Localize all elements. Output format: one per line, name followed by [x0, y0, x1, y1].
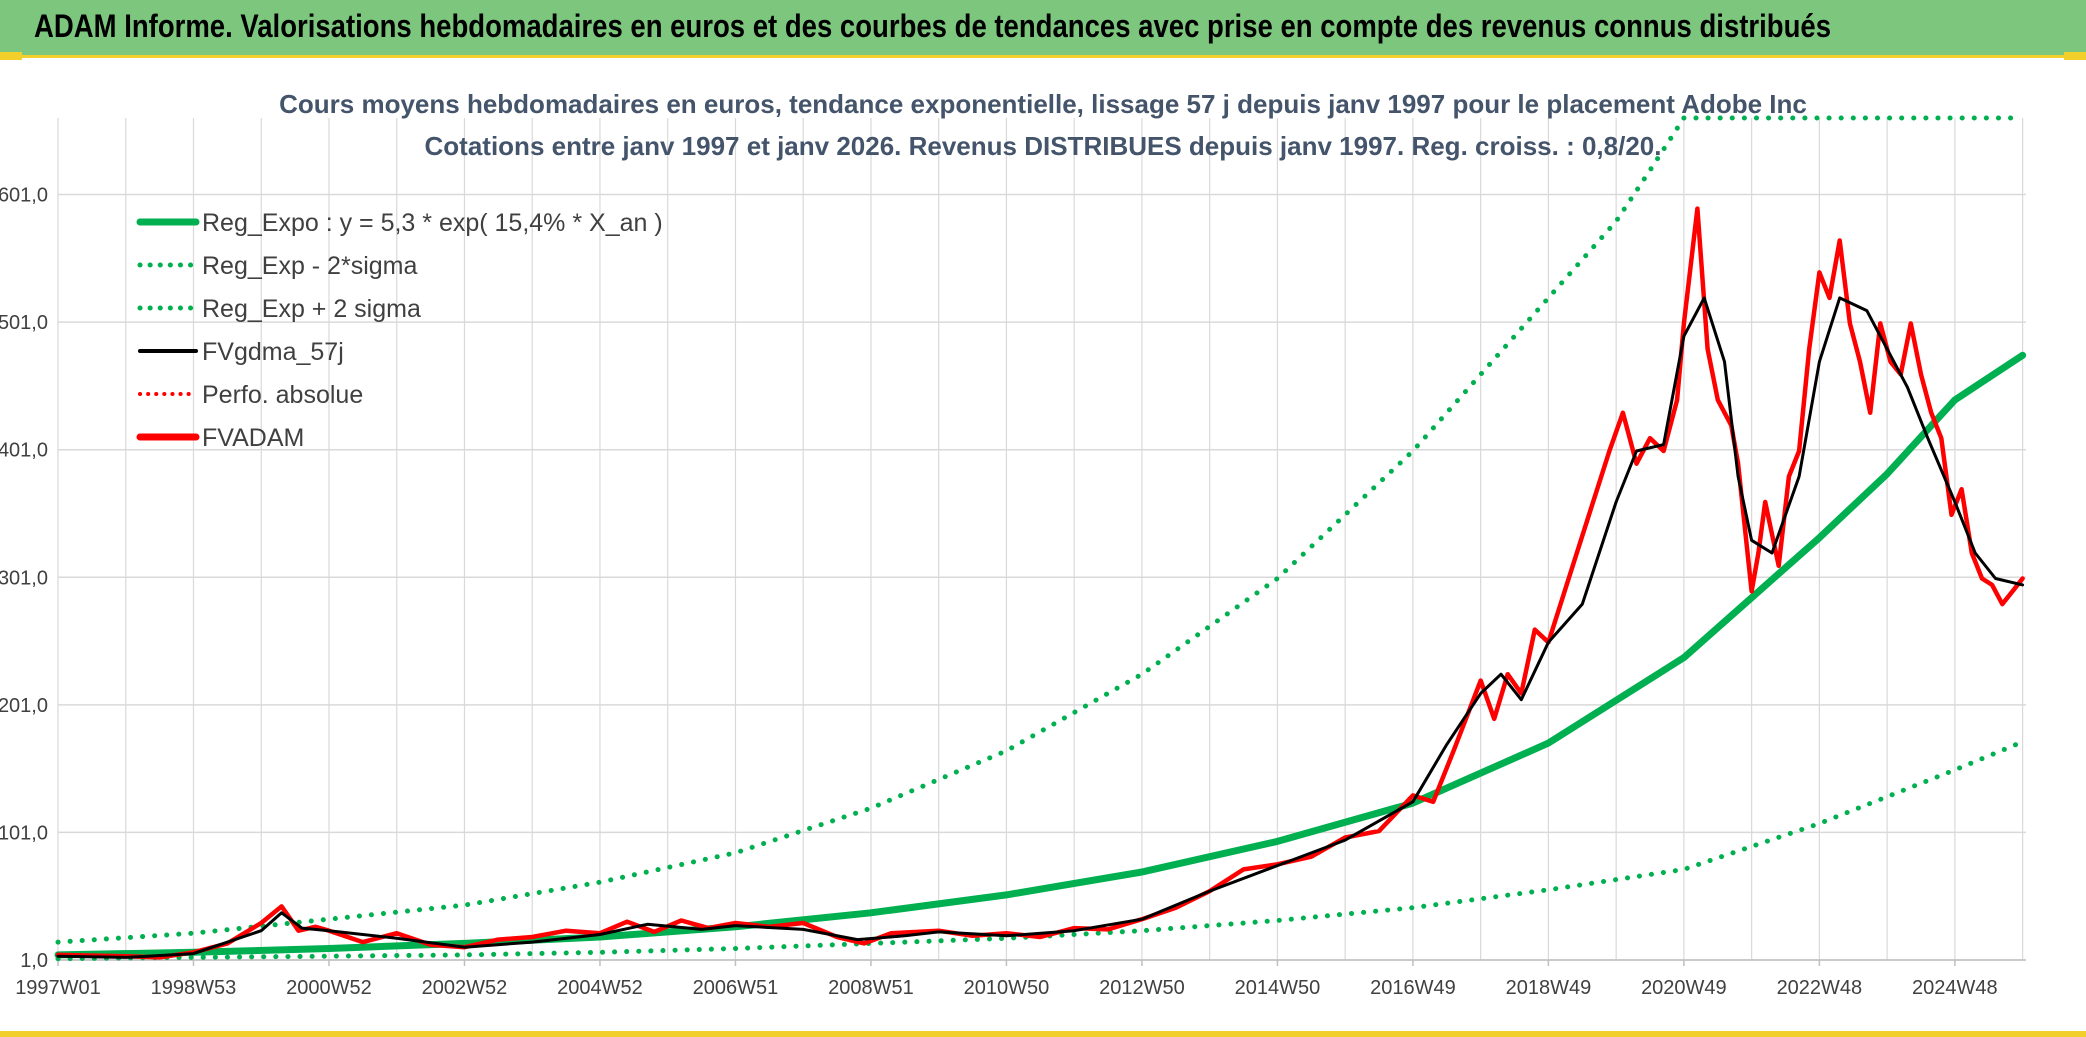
x-tick-label: 2016W49 [1370, 977, 1456, 999]
x-tick-label: 2022W48 [1777, 977, 1863, 999]
line-chart: 1,0 101,0 201,0 301,0 401,0 501,0 601,0 1997W01… [0, 89, 2027, 999]
legend-label: Reg_Expo : y = 5,3 * exp( 15,4% * X_an ) [202, 209, 663, 237]
series-fvadam [55, 206, 2025, 960]
legend-label: Reg_Exp + 2 sigma [202, 295, 421, 323]
accent-corner-left [0, 52, 22, 60]
chart-axes: 1,0 101,0 201,0 301,0 401,0 501,0 601,0 1997W01… [0, 185, 2026, 999]
series-fvgdma-57j [56, 296, 2025, 959]
chart-grid [57, 118, 2026, 961]
chart-title: Cours moyens hebdomadaires en euros, ten… [279, 89, 1807, 119]
x-tick-label: 1997W01 [15, 977, 101, 999]
x-tick-label: 1998W53 [151, 977, 237, 999]
chart-legend: Reg_Expo : y = 5,3 * exp( 15,4% * X_an )… [136, 209, 663, 452]
x-tick-label: 2002W52 [422, 977, 508, 999]
y-tick-label: 201,0 [0, 695, 48, 717]
legend-label: FVADAM [202, 424, 304, 452]
legend-label: Perfo. absolue [202, 381, 363, 409]
y-tick-label: 401,0 [0, 440, 48, 462]
x-tick-label: 2000W52 [286, 977, 372, 999]
x-tick-label: 2018W49 [1506, 977, 1592, 999]
report-banner: ADAM Informe. Valorisations hebdomadaire… [0, 0, 2086, 58]
x-tick-label: 2014W50 [1235, 977, 1321, 999]
series-reg-minus-2sigma [55, 739, 2026, 962]
y-tick-label: 301,0 [0, 567, 48, 589]
x-tick-label: 2004W52 [557, 977, 643, 999]
x-tick-label: 2012W50 [1099, 977, 1185, 999]
legend-label: FVgdma_57j [202, 338, 344, 366]
accent-corner-right [2064, 52, 2086, 60]
chart-subtitle: Cotations entre janv 1997 et janv 2026. … [425, 131, 1662, 161]
legend-label: Reg_Exp - 2*sigma [202, 252, 417, 280]
y-tick-label: 1,0 [20, 950, 48, 972]
y-tick-label: 501,0 [0, 312, 48, 334]
y-tick-label: 601,0 [0, 185, 48, 207]
series-reg-plus-2sigma [55, 115, 2026, 945]
x-tick-label: 2006W51 [693, 977, 779, 999]
x-tick-label: 2024W48 [1912, 977, 1998, 999]
x-tick-label: 2008W51 [828, 977, 914, 999]
report-title: ADAM Informe. Valorisations hebdomadaire… [34, 8, 1831, 44]
series-reg-expo [54, 351, 2027, 959]
accent-bottom-bar [0, 1031, 2086, 1037]
chart-series [54, 115, 2027, 962]
x-tick-label: 2020W49 [1641, 977, 1727, 999]
x-tick-label: 2010W50 [964, 977, 1050, 999]
y-tick-label: 101,0 [0, 822, 48, 844]
